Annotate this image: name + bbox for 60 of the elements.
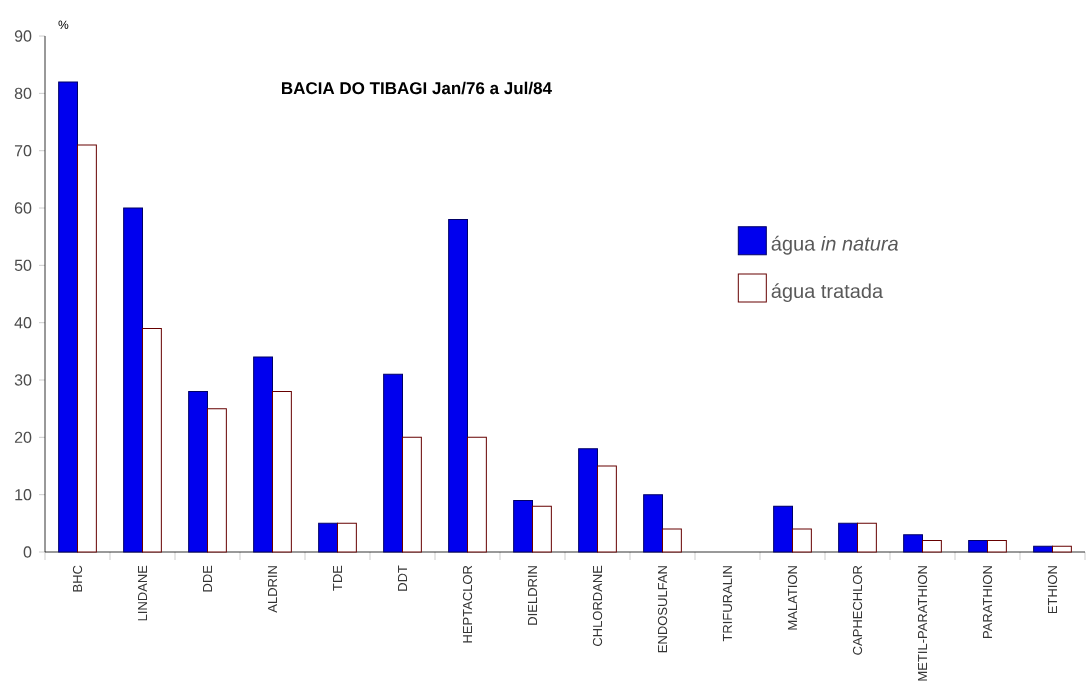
- y-tick-label: 10: [15, 489, 32, 501]
- y-tick-label: 0: [23, 546, 32, 558]
- bar: [662, 528, 682, 553]
- bar: [773, 505, 793, 553]
- y-axis-title: %: [58, 20, 69, 29]
- bar: [318, 522, 338, 553]
- bar: [402, 436, 422, 553]
- x-tick-label: ALDRIN: [268, 566, 277, 613]
- x-tick-label: CAPHECHLOR: [852, 565, 863, 655]
- bar: [1033, 545, 1053, 553]
- y-tick-label: 40: [14, 317, 32, 329]
- bar: [253, 356, 273, 553]
- x-tick-label: DDT: [398, 565, 407, 591]
- bar: [857, 522, 877, 553]
- text: BACIA DO TIBAGI Jan/76 a Jul/84: [282, 81, 552, 95]
- x-tick-label: BHC: [72, 565, 83, 592]
- bar: [142, 327, 162, 553]
- bar: [188, 390, 208, 553]
- bar: [968, 540, 988, 553]
- bar: [77, 144, 97, 553]
- x-tick-label: ETHION: [1047, 566, 1058, 614]
- x-tick-label: TDE: [333, 565, 342, 591]
- bar: [922, 540, 942, 553]
- y-tick-label: 70: [14, 145, 32, 157]
- x-tick-label: PARATHION: [982, 566, 993, 638]
- x-tick-label: METIL-PARATHION: [917, 566, 928, 681]
- bar: [207, 408, 227, 553]
- x-tick-label: ENDOSULFAN: [657, 566, 668, 653]
- x-tick-label: HEPTACLOR: [462, 565, 473, 643]
- bar: [123, 207, 143, 553]
- y-tick-label: 60: [14, 202, 32, 214]
- y-tick-label: 30: [14, 374, 32, 386]
- legend-label: água in natura: [771, 235, 898, 255]
- y-tick-label: 80: [14, 87, 32, 100]
- bar: [987, 540, 1007, 553]
- bar: [383, 373, 403, 553]
- bar: [838, 522, 858, 553]
- bar: [448, 218, 468, 553]
- x-tick-label: MALATION: [787, 566, 798, 630]
- bar: [792, 528, 812, 553]
- x-tick-label: CHLORDANE: [592, 565, 603, 647]
- y-tick-label: 90: [14, 30, 32, 42]
- bar: [337, 522, 357, 553]
- bar: [272, 390, 292, 553]
- bar: [597, 465, 617, 553]
- bar: [532, 505, 552, 553]
- x-tick-label: DIELDRIN: [528, 566, 537, 625]
- legend-label: água tratada: [771, 283, 884, 303]
- bar: [1052, 545, 1072, 553]
- x-tick-label: LINDANE: [138, 565, 147, 621]
- bar: [513, 499, 533, 553]
- bar: [578, 448, 598, 553]
- bar: [643, 494, 663, 553]
- x-tick-label: DDE: [203, 565, 212, 592]
- bar: [58, 81, 78, 553]
- y-tick-label: 50: [14, 259, 32, 272]
- bar: [903, 534, 923, 553]
- x-tick-label: TRIFURALIN: [722, 566, 733, 642]
- bar: [467, 436, 487, 553]
- y-tick-label: 20: [14, 431, 32, 444]
